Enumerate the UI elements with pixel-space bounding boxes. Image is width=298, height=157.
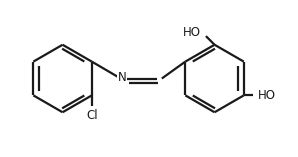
Text: HO: HO [258,89,276,102]
Text: HO: HO [183,27,201,39]
Text: Cl: Cl [86,108,98,122]
Text: N: N [118,71,127,84]
